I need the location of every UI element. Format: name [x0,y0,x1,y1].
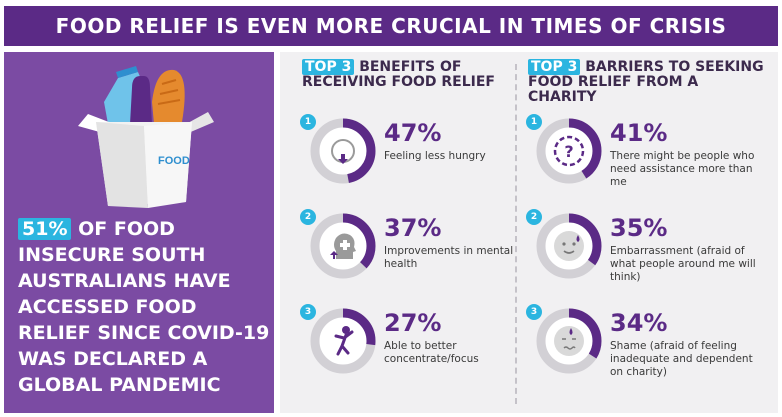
list-item: 3 34% Shame (afraid of feeling inadequat… [526,302,768,397]
item-percent: 27% [384,309,442,337]
left-panel: FOOD 51% OF FOOD INSECURE SOUTH AUSTRALI… [4,52,274,413]
ashamed-face-icon [536,308,602,374]
barriers-title: TOP 3 BARRIERS TO SEEKING FOOD RELIEF FR… [528,59,768,112]
item-percent: 47% [384,119,442,147]
benefits-title-text: BENEFITS OF RECEIVING FOOD RELIEF [302,59,495,90]
box-label: FOOD [158,155,190,167]
benefits-chip: TOP 3 [302,59,355,75]
barriers-title-text: BARRIERS TO SEEKING FOOD RELIEF FROM A C… [528,59,764,105]
question-icon: ? [536,118,602,184]
item-percent: 41% [610,119,668,147]
head-plus-icon [310,213,376,279]
list-item: 1 47% Feeling less hungry [300,112,512,207]
right-panel: TOP 3 BENEFITS OF RECEIVING FOOD RELIEF … [280,52,778,413]
item-percent: 34% [610,309,668,337]
headline: 51% OF FOOD INSECURE SOUTH AUSTRALIANS H… [18,216,270,398]
benefits-column: TOP 3 BENEFITS OF RECEIVING FOOD RELIEF … [300,59,513,397]
barriers-chip: TOP 3 [528,59,581,75]
headline-text: OF FOOD INSECURE SOUTH AUSTRALIANS HAVE … [18,218,270,396]
svg-text:?: ? [564,142,573,161]
highlight-percent: 51% [18,218,72,240]
list-item: 1 ? 41% There might be people who need a… [526,112,768,207]
item-percent: 35% [610,214,668,242]
progress-arc [536,213,602,279]
item-percent: 37% [384,214,442,242]
barriers-column: TOP 3 BARRIERS TO SEEKING FOOD RELIEF FR… [526,59,768,397]
item-description: Feeling less hungry [384,150,486,162]
item-description: Embarrassment (afraid of what people aro… [610,245,756,283]
item-description: Able to better concentrate/focus [384,340,479,365]
food-box-icon: FOOD [78,66,214,208]
stomach-down-icon [310,118,376,184]
progress-arc [310,118,376,184]
item-number: 2 [300,209,316,225]
progress-arc [536,308,602,374]
person-cheer-icon [310,308,376,374]
item-description: Shame (afraid of feeling inadequate and … [610,340,753,378]
item-number: 1 [300,114,316,130]
benefits-title: TOP 3 BENEFITS OF RECEIVING FOOD RELIEF [302,59,512,112]
list-item: 3 27% Able to better concentrate/focus [300,302,512,397]
progress-arc [310,308,376,374]
embarrassed-face-icon [536,213,602,279]
progress-arc [536,118,602,184]
column-divider [515,64,517,404]
item-description: Improvements in mental health [384,245,514,270]
item-number: 1 [526,114,542,130]
list-item: 2 37% Improvements in mental health [300,207,513,302]
item-number: 3 [300,304,316,320]
item-number: 3 [526,304,542,320]
item-description: There might be people who need assistanc… [610,150,755,188]
progress-arc [310,213,376,279]
page-title: FOOD RELIEF IS EVEN MORE CRUCIAL IN TIME… [4,6,778,46]
item-number: 2 [526,209,542,225]
list-item: 2 35% Embarrassment (afraid of what peop… [526,207,768,302]
